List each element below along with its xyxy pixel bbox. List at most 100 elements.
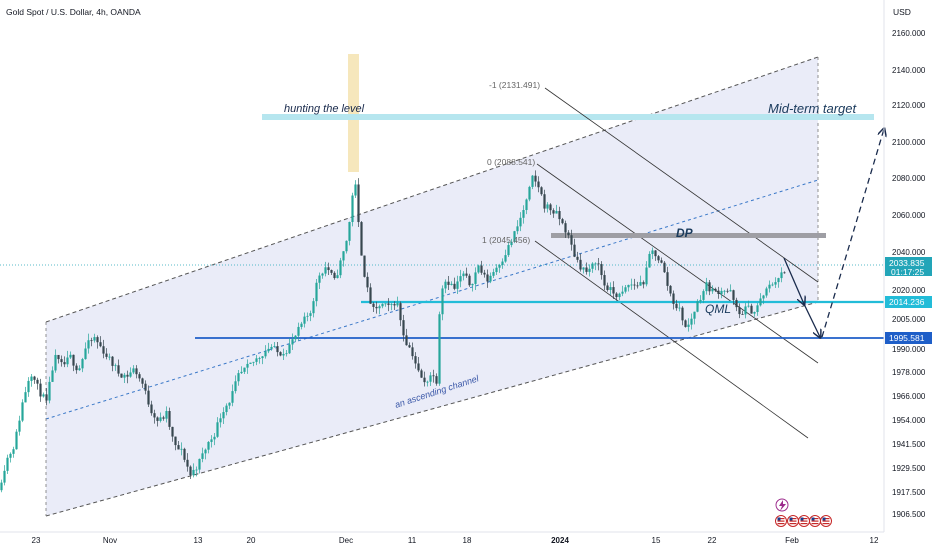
time-tick-label: 13 xyxy=(194,536,203,545)
candle-body xyxy=(726,290,729,292)
price-tick-label: 1941.500 xyxy=(892,440,926,449)
candle-body xyxy=(510,241,513,246)
candle-body xyxy=(615,293,618,298)
price-tick-label: 2080.000 xyxy=(892,174,926,183)
candle-body xyxy=(312,301,315,314)
candle-body xyxy=(420,370,423,378)
candle-body xyxy=(732,290,735,300)
candle-body xyxy=(573,244,576,257)
time-tick-label: Nov xyxy=(103,536,117,545)
candle-body xyxy=(435,376,438,384)
candle-body xyxy=(678,307,681,309)
candle-body xyxy=(543,194,546,209)
candle-body xyxy=(681,307,684,321)
candle-body xyxy=(432,375,435,377)
candle-body xyxy=(417,363,420,371)
candle-body xyxy=(534,175,537,182)
candle-body xyxy=(228,402,231,406)
candle-body xyxy=(375,306,378,309)
economic-events-icons[interactable] xyxy=(775,515,832,527)
candle-body xyxy=(267,348,270,352)
candle-body xyxy=(690,318,693,325)
price-tick-label: 1906.500 xyxy=(892,510,926,519)
candle-body xyxy=(669,285,672,294)
currency-label: USD xyxy=(893,7,911,17)
symbol-title[interactable]: Gold Spot / U.S. Dollar, 4h, OANDA xyxy=(6,7,141,17)
candle-body xyxy=(531,175,534,187)
lightning-event-icon[interactable] xyxy=(775,498,789,512)
current-price-tag: 2033.835 01:17:25 xyxy=(885,257,932,277)
candle-body xyxy=(291,339,294,345)
candle-body xyxy=(465,273,468,276)
candle-body xyxy=(342,251,345,261)
us-flag-icon[interactable] xyxy=(809,515,821,527)
candle-body xyxy=(741,314,744,315)
candle-body xyxy=(654,250,657,257)
candle-body xyxy=(636,285,639,287)
candle-body xyxy=(129,372,132,377)
candle-body xyxy=(393,304,396,306)
candle-body xyxy=(366,276,369,288)
candle-body xyxy=(498,265,501,268)
price-axis[interactable]: 2160.000 2140.000 2120.000 2100.000 2080.000… xyxy=(892,29,926,519)
candle-body xyxy=(399,303,402,321)
hunting-label: hunting the level xyxy=(284,103,365,115)
candle-body xyxy=(387,303,390,305)
candle-body xyxy=(39,383,42,397)
candle-body xyxy=(597,263,600,265)
candle-body xyxy=(537,181,540,188)
candle-body xyxy=(780,272,783,279)
ascending-channel-fill xyxy=(46,57,818,516)
time-tick-label: 23 xyxy=(32,536,41,545)
fib-1-label: 1 (2045.456) xyxy=(482,235,530,245)
candle-body xyxy=(357,184,360,223)
candle-body xyxy=(396,303,399,306)
time-axis[interactable]: 23 Nov 13 20 Dec 11 18 2024 15 22 Feb 12 xyxy=(32,536,879,545)
candle-body xyxy=(168,411,171,427)
candle-body xyxy=(351,195,354,223)
candle-body xyxy=(120,373,123,378)
price-tick-label: 2020.000 xyxy=(892,286,926,295)
candle-body xyxy=(201,453,204,459)
time-tick-label: 18 xyxy=(463,536,472,545)
candle-body xyxy=(183,448,186,460)
candle-body xyxy=(348,222,351,241)
time-tick-label: Feb xyxy=(785,536,799,545)
candle-body xyxy=(108,356,111,358)
candle-body xyxy=(744,306,747,315)
fib-0-label: 0 (2088.541) xyxy=(487,157,535,167)
candle-body xyxy=(630,284,633,286)
time-tick-label: 22 xyxy=(708,536,717,545)
candle-body xyxy=(777,278,780,283)
candle-body xyxy=(123,374,126,378)
candle-body xyxy=(714,288,717,291)
candle-body xyxy=(750,305,753,314)
candle-body xyxy=(321,273,324,276)
candle-body xyxy=(735,299,738,308)
candle-body xyxy=(63,362,66,365)
price-tick-label: 2120.000 xyxy=(892,101,926,110)
candle-body xyxy=(717,290,720,294)
candle-body xyxy=(84,348,87,360)
price-tick-label: 2140.000 xyxy=(892,66,926,75)
candle-body xyxy=(99,342,102,347)
candle-body xyxy=(753,312,756,314)
price-tick-label: 2005.000 xyxy=(892,315,926,324)
channel-upper-line xyxy=(45,56,819,323)
candle-body xyxy=(78,368,81,371)
candle-body xyxy=(546,204,549,209)
candle-body xyxy=(0,482,3,491)
us-flag-icon[interactable] xyxy=(820,515,832,527)
candle-body xyxy=(693,311,696,319)
candle-body xyxy=(441,288,444,315)
time-tick-label: 20 xyxy=(247,536,256,545)
us-flag-icon[interactable] xyxy=(798,515,810,527)
candle-body xyxy=(633,284,636,286)
candle-body xyxy=(144,383,147,391)
candle-body xyxy=(240,371,243,374)
us-flag-icon[interactable] xyxy=(775,515,787,527)
candle-body xyxy=(408,345,411,348)
us-flag-icon[interactable] xyxy=(787,515,799,527)
